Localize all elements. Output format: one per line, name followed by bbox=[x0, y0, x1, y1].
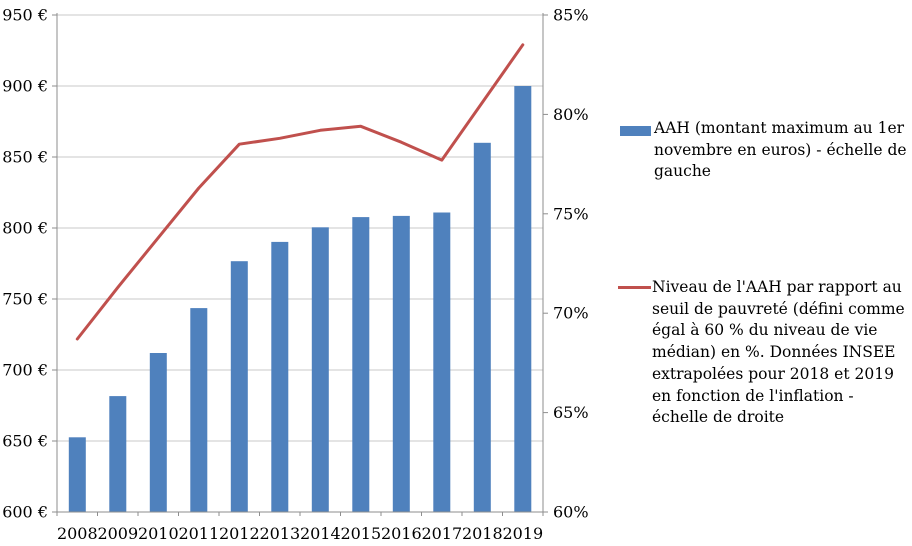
right-axis-label: 75% bbox=[553, 204, 589, 223]
right-axis-label: 60% bbox=[553, 503, 589, 522]
left-axis-label: 650 € bbox=[2, 432, 48, 451]
right-axis-label: 65% bbox=[553, 403, 589, 422]
x-axis-label: 2016 bbox=[381, 524, 422, 543]
x-axis-label: 2008 bbox=[57, 524, 98, 543]
x-axis-label: 2015 bbox=[340, 524, 381, 543]
bar-2014 bbox=[311, 227, 329, 513]
left-axis-label: 950 € bbox=[2, 6, 48, 25]
right-axis-label: 80% bbox=[553, 105, 589, 124]
bar-2019 bbox=[514, 86, 532, 512]
right-axis-label: 70% bbox=[553, 304, 589, 323]
x-axis-label: 2011 bbox=[178, 524, 219, 543]
bar-2010 bbox=[149, 353, 167, 512]
x-axis-label: 2009 bbox=[97, 524, 138, 543]
bar-2013 bbox=[271, 241, 289, 512]
left-axis-label: 850 € bbox=[2, 148, 48, 167]
bar-2009 bbox=[109, 396, 127, 512]
bar-2015 bbox=[352, 217, 370, 512]
left-axis-label: 700 € bbox=[2, 361, 48, 380]
x-axis-label: 2019 bbox=[502, 524, 543, 543]
left-axis-label: 750 € bbox=[2, 290, 48, 309]
bar-2016 bbox=[392, 215, 410, 512]
bar-2011 bbox=[190, 308, 208, 512]
x-axis-label: 2013 bbox=[259, 524, 300, 543]
x-axis-label: 2010 bbox=[138, 524, 179, 543]
bar-2012 bbox=[230, 261, 248, 512]
x-axis-label: 2014 bbox=[300, 524, 341, 543]
left-axis-label: 900 € bbox=[2, 77, 48, 96]
line-series bbox=[75, 43, 525, 341]
bar-2008 bbox=[68, 437, 86, 512]
bar-2017 bbox=[433, 212, 451, 512]
x-axis-label: 2018 bbox=[462, 524, 503, 543]
x-axis-label: 2012 bbox=[219, 524, 260, 543]
bar-2018 bbox=[473, 142, 491, 513]
left-axis-label: 800 € bbox=[2, 219, 48, 238]
left-axis-label: 600 € bbox=[2, 503, 48, 522]
right-axis-label: 85% bbox=[553, 6, 589, 25]
x-axis-label: 2017 bbox=[421, 524, 462, 543]
